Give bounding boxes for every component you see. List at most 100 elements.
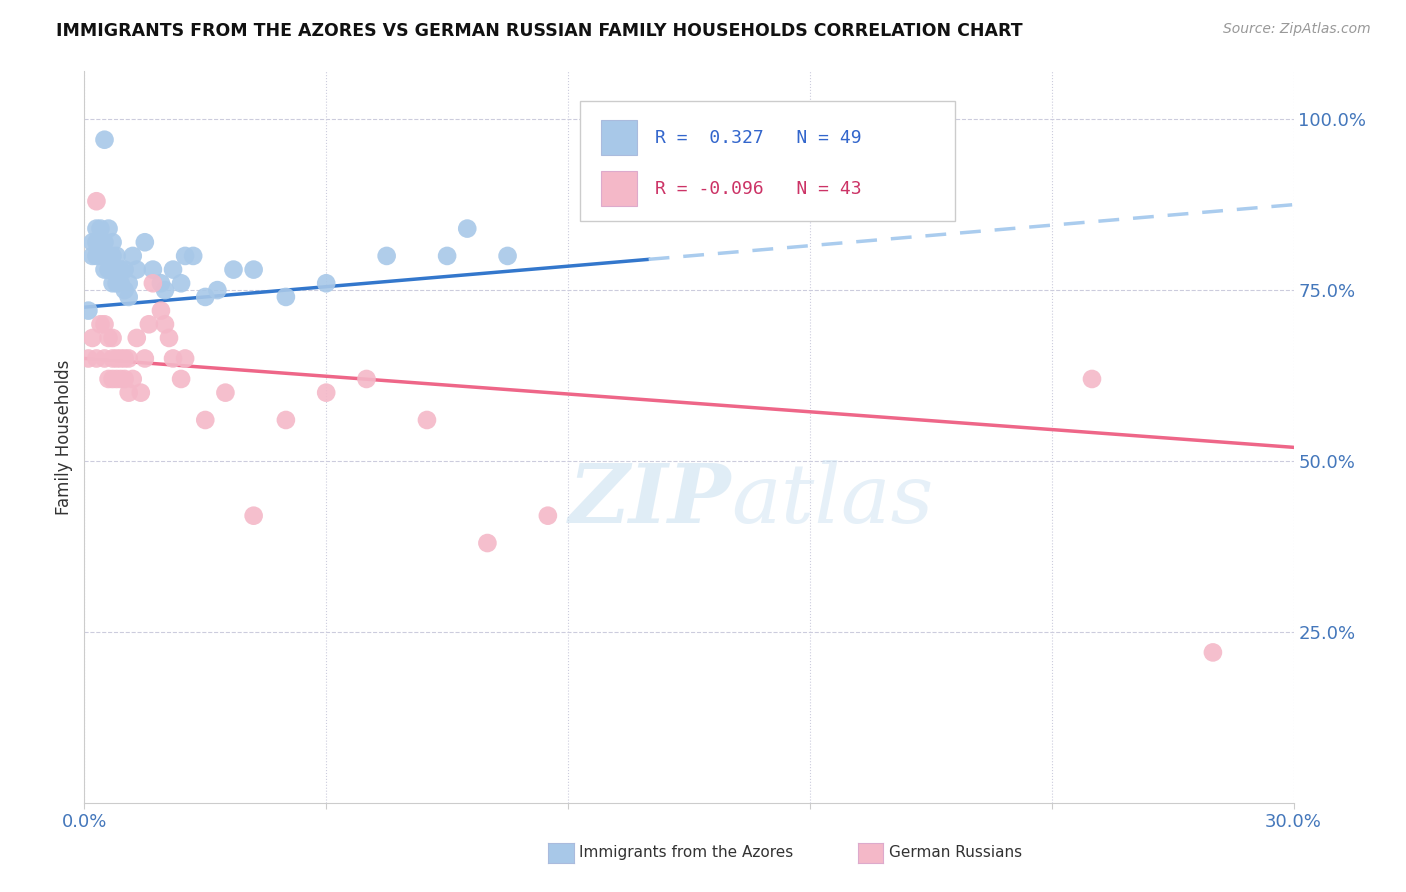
Point: [105, 277, 128, 291]
Point: [89, 249, 111, 263]
Point: [207, 283, 229, 297]
Point: [1081, 372, 1104, 386]
Point: [194, 290, 217, 304]
Point: [118, 277, 141, 291]
Text: IMMIGRANTS FROM THE AZORES VS GERMAN RUSSIAN FAMILY HOUSEHOLDS CORRELATION CHART: IMMIGRANTS FROM THE AZORES VS GERMAN RUS…: [56, 22, 1024, 40]
Point: [142, 277, 165, 291]
Point: [110, 262, 132, 277]
Point: [142, 262, 165, 277]
Point: [274, 413, 297, 427]
Point: [101, 277, 124, 291]
Point: [315, 385, 337, 400]
Text: R =  0.327   N = 49: R = 0.327 N = 49: [655, 128, 862, 147]
Point: [77, 303, 100, 318]
Point: [129, 385, 152, 400]
Point: [375, 249, 398, 263]
Point: [97, 372, 120, 386]
Point: [86, 351, 108, 366]
Point: [82, 249, 104, 263]
Point: [114, 351, 136, 366]
Point: [125, 331, 148, 345]
Point: [118, 351, 141, 366]
Point: [89, 235, 111, 250]
Point: [93, 133, 115, 147]
Point: [89, 221, 111, 235]
Point: [138, 318, 160, 332]
Point: [86, 249, 108, 263]
Point: [242, 508, 264, 523]
Point: [86, 194, 108, 209]
Point: [93, 249, 115, 263]
Point: [157, 331, 180, 345]
Point: [1202, 645, 1225, 659]
Point: [110, 277, 132, 291]
Point: [105, 372, 128, 386]
Point: [86, 221, 108, 235]
Point: [97, 331, 120, 345]
Point: [101, 262, 124, 277]
Point: [416, 413, 439, 427]
Point: [496, 249, 519, 263]
Text: German Russians: German Russians: [889, 846, 1022, 860]
Point: [174, 249, 197, 263]
Point: [170, 372, 193, 386]
FancyBboxPatch shape: [581, 101, 955, 221]
Text: R = -0.096   N = 43: R = -0.096 N = 43: [655, 180, 862, 198]
Point: [436, 249, 458, 263]
Point: [162, 351, 184, 366]
Point: [114, 262, 136, 277]
Point: [118, 385, 141, 400]
Point: [194, 413, 217, 427]
Point: [456, 221, 478, 235]
FancyBboxPatch shape: [600, 171, 637, 206]
Point: [105, 262, 128, 277]
Text: ZIP: ZIP: [568, 459, 731, 540]
Y-axis label: Family Households: Family Households: [55, 359, 73, 515]
Point: [93, 235, 115, 250]
Point: [97, 249, 120, 263]
Point: [101, 372, 124, 386]
Point: [110, 351, 132, 366]
Point: [121, 372, 143, 386]
Point: [149, 277, 172, 291]
Point: [134, 235, 156, 250]
Point: [181, 249, 204, 263]
FancyBboxPatch shape: [600, 120, 637, 155]
Point: [101, 331, 124, 345]
Point: [114, 372, 136, 386]
Point: [101, 235, 124, 250]
Point: [93, 318, 115, 332]
Text: Source: ZipAtlas.com: Source: ZipAtlas.com: [1223, 22, 1371, 37]
Point: [153, 283, 176, 297]
Point: [114, 283, 136, 297]
Point: [315, 277, 337, 291]
Point: [274, 290, 297, 304]
Point: [101, 351, 124, 366]
Point: [97, 221, 120, 235]
Point: [214, 385, 236, 400]
Point: [89, 318, 111, 332]
Point: [86, 235, 108, 250]
Point: [125, 262, 148, 277]
Point: [174, 351, 197, 366]
Point: [537, 508, 560, 523]
Point: [356, 372, 378, 386]
Point: [82, 235, 104, 250]
Point: [101, 249, 124, 263]
Point: [97, 262, 120, 277]
Point: [82, 331, 104, 345]
Point: [477, 536, 499, 550]
Point: [170, 277, 193, 291]
Point: [162, 262, 184, 277]
Point: [118, 290, 141, 304]
Point: [77, 351, 100, 366]
Point: [242, 262, 264, 277]
Point: [149, 303, 172, 318]
Point: [93, 262, 115, 277]
Point: [121, 249, 143, 263]
Point: [134, 351, 156, 366]
Point: [105, 351, 128, 366]
Text: Immigrants from the Azores: Immigrants from the Azores: [579, 846, 793, 860]
Text: atlas: atlas: [731, 459, 934, 540]
Point: [153, 318, 176, 332]
